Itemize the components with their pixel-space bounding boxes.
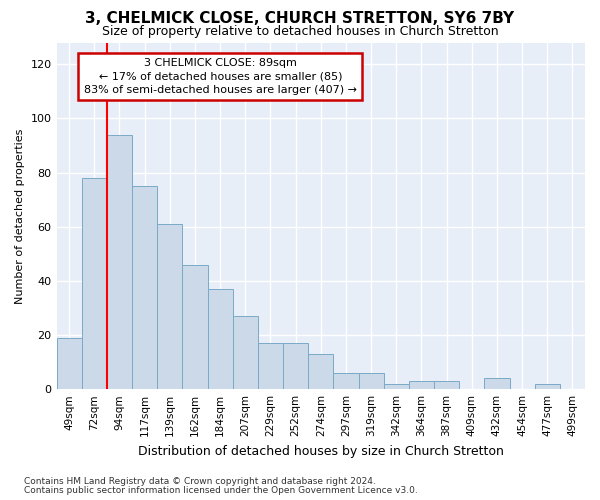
- Bar: [484, 378, 509, 389]
- Bar: [383, 384, 409, 389]
- Y-axis label: Number of detached properties: Number of detached properties: [15, 128, 25, 304]
- X-axis label: Distribution of detached houses by size in Church Stretton: Distribution of detached houses by size …: [138, 444, 504, 458]
- Bar: [132, 186, 157, 389]
- Bar: [157, 224, 182, 389]
- Text: 3 CHELMICK CLOSE: 89sqm
← 17% of detached houses are smaller (85)
83% of semi-de: 3 CHELMICK CLOSE: 89sqm ← 17% of detache…: [84, 58, 357, 94]
- Bar: [434, 381, 459, 389]
- Bar: [283, 343, 308, 389]
- Bar: [258, 343, 283, 389]
- Text: Size of property relative to detached houses in Church Stretton: Size of property relative to detached ho…: [101, 25, 499, 38]
- Text: Contains public sector information licensed under the Open Government Licence v3: Contains public sector information licen…: [24, 486, 418, 495]
- Bar: [56, 338, 82, 389]
- Bar: [359, 373, 383, 389]
- Bar: [107, 134, 132, 389]
- Bar: [409, 381, 434, 389]
- Text: 3, CHELMICK CLOSE, CHURCH STRETTON, SY6 7BY: 3, CHELMICK CLOSE, CHURCH STRETTON, SY6 …: [85, 11, 515, 26]
- Bar: [334, 373, 359, 389]
- Bar: [182, 264, 208, 389]
- Bar: [208, 289, 233, 389]
- Bar: [308, 354, 334, 389]
- Text: Contains HM Land Registry data © Crown copyright and database right 2024.: Contains HM Land Registry data © Crown c…: [24, 477, 376, 486]
- Bar: [233, 316, 258, 389]
- Bar: [82, 178, 107, 389]
- Bar: [535, 384, 560, 389]
